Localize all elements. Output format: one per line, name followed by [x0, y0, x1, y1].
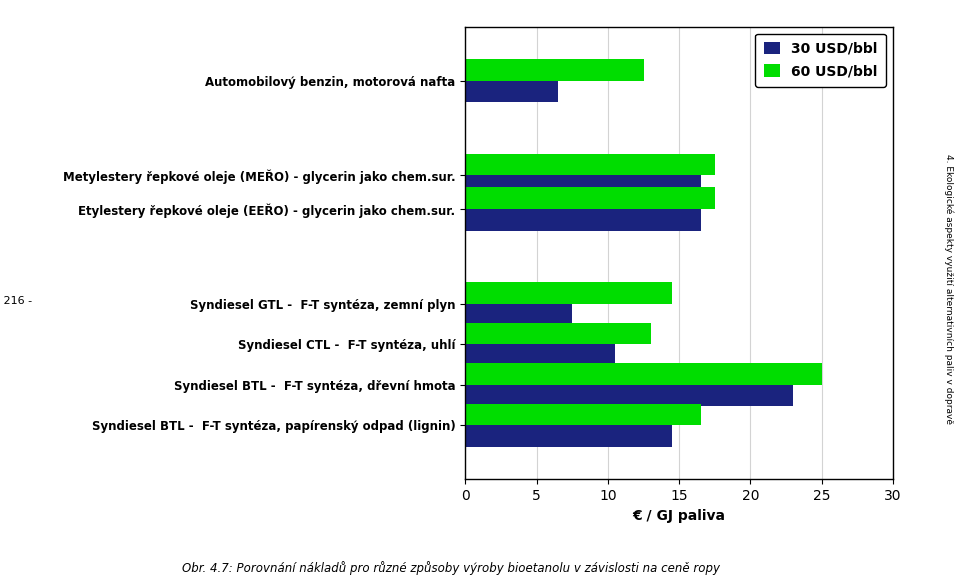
Bar — [466, 187, 715, 209]
Bar — [466, 363, 822, 385]
Bar — [466, 154, 715, 175]
Bar — [466, 425, 672, 447]
Bar — [466, 403, 701, 425]
Bar — [466, 344, 615, 366]
Bar — [466, 385, 793, 406]
Bar — [466, 80, 558, 102]
Bar — [466, 282, 672, 303]
Text: Obr. 4.7: Porovnání nákladů pro různé způsoby výroby bioetanolu v závislosti na : Obr. 4.7: Porovnání nákladů pro různé zp… — [182, 561, 720, 575]
Bar — [466, 303, 572, 325]
Bar — [466, 209, 701, 231]
Legend: 30 USD/bbl, 60 USD/bbl: 30 USD/bbl, 60 USD/bbl — [756, 34, 886, 87]
Text: 4. Ekologické aspekty využití alternativních paliv v dopravě: 4. Ekologické aspekty využití alternativ… — [944, 154, 953, 424]
Bar — [466, 59, 643, 80]
Bar — [466, 175, 701, 197]
X-axis label: € / GJ paliva: € / GJ paliva — [633, 509, 726, 523]
Bar — [466, 323, 651, 344]
Text: - 216 -: - 216 - — [0, 295, 33, 306]
